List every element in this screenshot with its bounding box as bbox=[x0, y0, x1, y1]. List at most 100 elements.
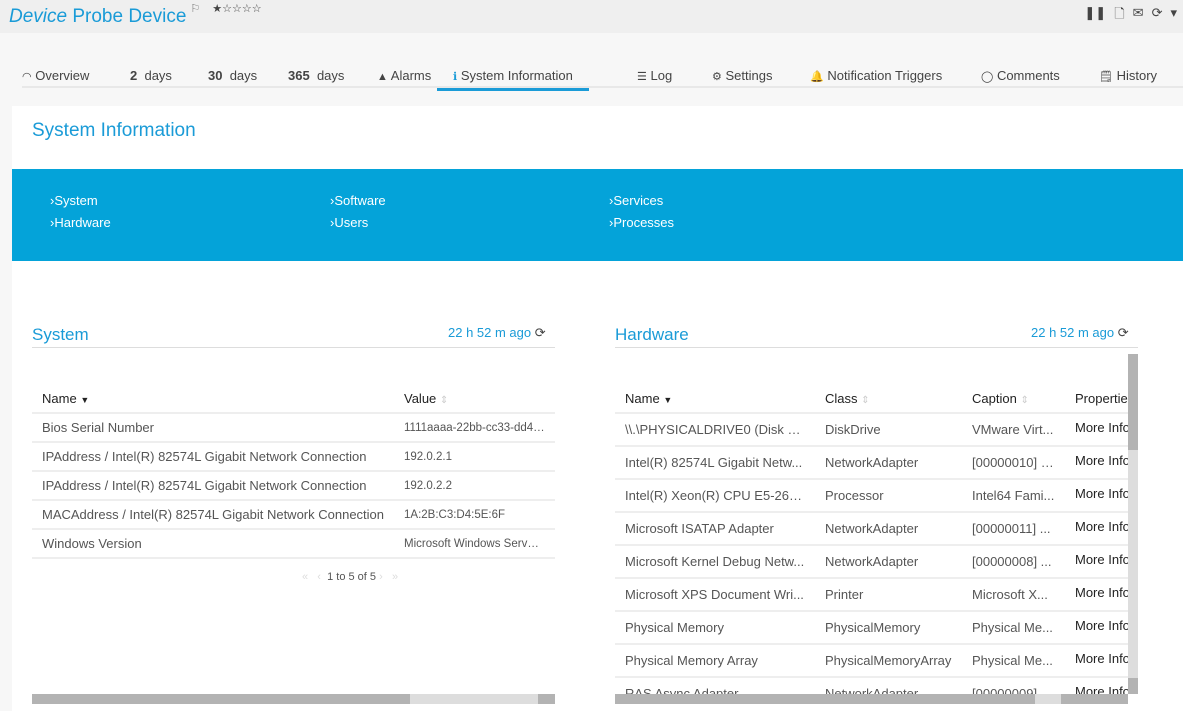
first-page-icon[interactable]: « bbox=[302, 571, 309, 583]
row-caption: [00000008] ... bbox=[962, 545, 1065, 579]
row-name: Microsoft Kernel Debug Netw... bbox=[615, 545, 815, 579]
last-page-icon[interactable]: » bbox=[391, 571, 399, 583]
table-row: \\.\PHYSICALDRIVE0 (Disk dr... DiskDrive V… bbox=[615, 413, 1128, 447]
refresh-icon: ⟳ bbox=[534, 325, 546, 340]
tab-bar: ◠ Overview 2 days 30 days 365 days ▲ Alarms ℹ… bbox=[22, 65, 1183, 91]
column-class[interactable]: Class ⇕ bbox=[815, 384, 962, 414]
more-info-link[interactable]: More Info bbox=[1065, 479, 1128, 513]
add-ticket-icon[interactable]: 🗋 bbox=[1114, 6, 1125, 21]
hardware-title: Hardware bbox=[615, 325, 689, 344]
gauge-icon: ◠ bbox=[22, 71, 32, 83]
system-updated[interactable]: 22 h 52 m ago ⟳ bbox=[448, 325, 546, 340]
row-name: RAS Async Adapter bbox=[615, 677, 815, 694]
tab-system-information[interactable]: ℹ System Information bbox=[437, 68, 589, 91]
more-info-link[interactable]: More Info bbox=[1065, 413, 1128, 447]
email-icon[interactable]: ✉ bbox=[1132, 5, 1144, 20]
row-name: IPAddress / Intel(R) 82574L Gigabit Netw… bbox=[32, 471, 394, 501]
priority-stars[interactable]: ★☆☆☆☆ bbox=[212, 3, 262, 15]
table-row: IPAddress / Intel(R) 82574L Gigabit Netw… bbox=[32, 471, 555, 501]
row-caption: [00000011] ... bbox=[962, 512, 1065, 546]
row-class: PhysicalMemoryArray bbox=[815, 644, 962, 678]
column-name[interactable]: Name ▼ bbox=[32, 384, 394, 414]
tab-log[interactable]: ☰ Log bbox=[637, 68, 673, 83]
row-name: Physical Memory bbox=[615, 611, 815, 645]
table-row: IPAddress / Intel(R) 82574L Gigabit Netw… bbox=[32, 442, 555, 472]
hardware-vscrollbar[interactable] bbox=[1128, 354, 1138, 694]
column-name[interactable]: Name ▼ bbox=[615, 384, 815, 414]
row-class: DiskDrive bbox=[815, 413, 962, 447]
table-row: Intel(R) Xeon(R) CPU E5-2680... Processor… bbox=[615, 479, 1128, 513]
nav-software[interactable]: ›Software bbox=[330, 193, 386, 208]
table-row: Intel(R) 82574L Gigabit Netw... NetworkAd… bbox=[615, 446, 1128, 480]
more-info-link[interactable]: More Info bbox=[1065, 512, 1128, 546]
row-name: \\.\PHYSICALDRIVE0 (Disk dr... bbox=[615, 413, 815, 447]
tab-notification-triggers[interactable]: 🔔 Notification Triggers bbox=[810, 68, 943, 83]
more-info-link[interactable]: More Info bbox=[1065, 545, 1128, 579]
tab-history[interactable]: 🗒 History bbox=[1099, 68, 1158, 83]
nav-processes[interactable]: ›Processes bbox=[609, 215, 675, 230]
toolbar: ❚❚ 🗋 ✉ ⟳ ▾ bbox=[1084, 5, 1177, 27]
system-table: Name ▼ Value ⇕ Bios Serial Number 1111aaa… bbox=[32, 384, 555, 559]
page-title: System Information bbox=[32, 120, 196, 141]
next-page-icon[interactable]: › bbox=[379, 571, 383, 583]
column-caption[interactable]: Caption ⇕ bbox=[962, 384, 1065, 414]
row-class: Processor bbox=[815, 479, 962, 513]
row-name: Windows Version bbox=[32, 529, 394, 559]
tab-days-365[interactable]: 365 days bbox=[288, 68, 345, 83]
more-info-link[interactable]: More Info bbox=[1065, 446, 1128, 480]
row-value: Microsoft Windows Server ... bbox=[394, 529, 555, 559]
main-panel: System Information ›System ›Hardware ›So… bbox=[12, 106, 1183, 711]
row-caption: VMware Virt... bbox=[962, 413, 1065, 447]
table-row: RAS Async Adapter NetworkAdapter [00000009… bbox=[615, 677, 1128, 694]
more-info-link[interactable]: More Info bbox=[1065, 578, 1128, 612]
column-properties[interactable]: Properties bbox=[1065, 384, 1128, 414]
tab-settings[interactable]: ⚙ Settings bbox=[712, 68, 773, 83]
title-row: Device Probe Device ⚐ ★☆☆☆☆ bbox=[9, 2, 262, 28]
hardware-updated[interactable]: 22 h 52 m ago ⟳ bbox=[1031, 325, 1129, 340]
system-hscrollbar[interactable] bbox=[32, 694, 555, 704]
table-row: Physical Memory Array PhysicalMemoryArray… bbox=[615, 644, 1128, 678]
list-icon: ☰ bbox=[637, 71, 647, 83]
flag-icon[interactable]: ⚐ bbox=[190, 3, 201, 15]
table-row: Physical Memory PhysicalMemory Physical Me… bbox=[615, 611, 1128, 645]
prev-page-icon[interactable]: ‹ bbox=[317, 571, 321, 583]
row-class: NetworkAdapter bbox=[815, 677, 962, 694]
row-name: MACAddress / Intel(R) 82574L Gigabit Net… bbox=[32, 500, 394, 530]
row-caption: Microsoft X... bbox=[962, 578, 1065, 612]
row-class: PhysicalMemory bbox=[815, 611, 962, 645]
tab-alarms[interactable]: ▲ Alarms bbox=[377, 68, 432, 83]
dropdown-icon[interactable]: ▾ bbox=[1170, 5, 1177, 20]
tab-days-30[interactable]: 30 days bbox=[208, 68, 258, 83]
table-row: Microsoft ISATAP Adapter NetworkAdapter [0… bbox=[615, 512, 1128, 546]
table-row: Bios Serial Number 1111aaaa-22bb-cc33-dd4… bbox=[32, 413, 555, 443]
row-name: Bios Serial Number bbox=[32, 413, 394, 443]
nav-system[interactable]: ›System bbox=[50, 193, 98, 208]
row-value: 192.0.2.1 bbox=[394, 442, 555, 472]
row-name: IPAddress / Intel(R) 82574L Gigabit Netw… bbox=[32, 442, 394, 472]
warning-icon: ▲ bbox=[377, 71, 388, 83]
bell-icon: 🔔 bbox=[810, 71, 824, 83]
row-caption: Physical Me... bbox=[962, 644, 1065, 678]
refresh-icon[interactable]: ⟳ bbox=[1151, 5, 1163, 20]
tab-overview[interactable]: ◠ Overview bbox=[22, 68, 90, 83]
column-value[interactable]: Value ⇕ bbox=[394, 384, 555, 414]
more-info-link[interactable]: More Info bbox=[1065, 677, 1128, 694]
tab-comments[interactable]: ◯ Comments bbox=[981, 68, 1060, 83]
nav-users[interactable]: ›Users bbox=[330, 215, 369, 230]
row-class: NetworkAdapter bbox=[815, 446, 962, 480]
section-nav: ›System ›Hardware ›Software ›Users ›Serv… bbox=[12, 169, 1183, 261]
row-value: 1111aaaa-22bb-cc33-dd44... bbox=[394, 413, 555, 443]
pause-icon[interactable]: ❚❚ bbox=[1084, 5, 1107, 20]
more-info-link[interactable]: More Info bbox=[1065, 644, 1128, 678]
tab-days-2[interactable]: 2 days bbox=[130, 68, 172, 83]
nav-services[interactable]: ›Services bbox=[609, 193, 664, 208]
table-row: MACAddress / Intel(R) 82574L Gigabit Net… bbox=[32, 500, 555, 530]
table-row: Windows Version Microsoft Windows Server … bbox=[32, 529, 555, 559]
hardware-hscrollbar[interactable] bbox=[615, 694, 1128, 704]
row-caption: [00000009] ... bbox=[962, 677, 1065, 694]
system-title: System bbox=[32, 325, 89, 344]
row-name: Microsoft ISATAP Adapter bbox=[615, 512, 815, 546]
more-info-link[interactable]: More Info bbox=[1065, 611, 1128, 645]
row-name: Intel(R) Xeon(R) CPU E5-2680... bbox=[615, 479, 815, 513]
nav-hardware[interactable]: ›Hardware bbox=[50, 215, 111, 230]
